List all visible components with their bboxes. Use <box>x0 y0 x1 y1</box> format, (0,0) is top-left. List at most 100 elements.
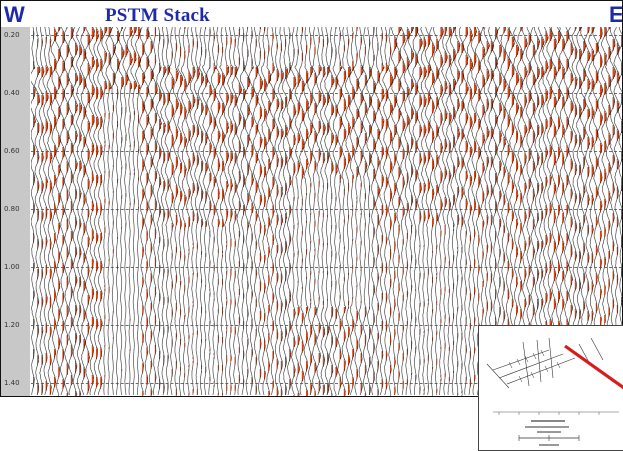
trace-wiggle <box>395 27 402 396</box>
trace-wiggle <box>277 27 284 396</box>
trace-fill <box>293 49 297 396</box>
trace-fill <box>159 33 162 389</box>
survey-line <box>506 357 576 385</box>
trace-fill <box>247 27 251 377</box>
trace-fill <box>314 47 317 396</box>
trace-wiggle <box>168 27 175 396</box>
trace-fill <box>318 37 322 393</box>
trace-wiggle <box>332 27 339 396</box>
time-tick: 0.80 <box>4 205 20 213</box>
trace-fill <box>448 27 452 381</box>
trace-wiggle <box>101 27 108 396</box>
trace-wiggle <box>445 27 452 396</box>
trace-fill <box>289 33 292 389</box>
trace-wiggle <box>315 27 322 396</box>
time-axis-strip: 0.20 0.40 0.60 0.80 1.00 1.20 1.40 <box>1 27 30 396</box>
time-gridline <box>31 93 622 94</box>
west-direction-label: W <box>4 2 25 27</box>
trace-fill <box>427 35 431 389</box>
trace-fill <box>360 37 364 393</box>
trace-fill <box>188 45 192 396</box>
trace-wiggle <box>189 27 196 396</box>
trace-wiggle <box>462 27 469 396</box>
trace-wiggle <box>336 27 343 396</box>
trace-wiggle <box>391 27 398 396</box>
time-tick: 1.40 <box>4 379 20 387</box>
trace-wiggle <box>256 27 264 396</box>
trace-wiggle <box>349 27 356 396</box>
trace-wiggle <box>458 27 465 396</box>
trace-fill <box>129 27 133 351</box>
trace-fill <box>490 41 494 396</box>
trace-wiggle <box>320 27 326 396</box>
section-title: PSTM Stack <box>105 5 210 26</box>
trace-wiggle <box>214 27 221 395</box>
trace-fill <box>171 51 175 377</box>
trace-wiggle <box>324 27 330 396</box>
trace-fill <box>150 41 154 396</box>
map-axis-caption-blur <box>531 420 565 422</box>
trace-wiggle <box>164 27 171 396</box>
trace-wiggle <box>341 27 347 396</box>
profile-line <box>564 344 623 390</box>
trace-wiggle <box>227 27 234 396</box>
map-scale-caption-blur <box>537 431 561 433</box>
trace-wiggle <box>470 27 477 396</box>
trace-fill <box>339 33 343 389</box>
trace-fill <box>595 43 599 396</box>
trace-fill <box>280 43 284 396</box>
time-gridline <box>31 383 622 384</box>
trace-wiggle <box>219 27 226 396</box>
trace-wiggle <box>34 27 41 396</box>
trace-wiggle <box>450 27 457 396</box>
trace-wiggle <box>134 27 142 396</box>
trace-wiggle <box>122 27 129 396</box>
trace-wiggle <box>361 27 368 396</box>
trace-fill <box>180 47 183 396</box>
trace-wiggle <box>172 27 179 396</box>
trace-fill <box>390 47 394 396</box>
trace-wiggle <box>269 27 276 396</box>
trace-fill <box>461 43 465 396</box>
trace-wiggle <box>357 27 364 396</box>
time-tick: 0.40 <box>4 89 20 97</box>
trace-wiggle <box>50 27 58 396</box>
trace-wiggle <box>403 27 411 395</box>
trace-wiggle <box>177 27 184 396</box>
trace-wiggle <box>273 27 280 396</box>
trace-wiggle <box>156 27 163 396</box>
trace-wiggle <box>231 27 238 396</box>
trace-fill <box>297 49 301 396</box>
trace-wiggle <box>474 27 481 396</box>
trace-wiggle <box>290 27 297 396</box>
trace-wiggle <box>223 27 230 396</box>
trace-wiggle <box>294 27 302 396</box>
trace-wiggle <box>239 27 246 396</box>
trace-fill <box>205 27 208 373</box>
trace-wiggle <box>382 27 389 396</box>
trace-wiggle <box>370 27 377 396</box>
trace-wiggle <box>252 27 259 396</box>
seismic-section-panel: 0.20 0.40 0.60 0.80 1.00 1.20 1.40 W PST… <box>0 0 623 397</box>
survey-line <box>536 339 542 383</box>
trace-wiggle <box>420 27 428 396</box>
trace-wiggle <box>130 27 138 396</box>
time-gridline <box>31 325 622 326</box>
trace-fill <box>364 47 368 396</box>
survey-line <box>522 341 530 387</box>
trace-fill <box>322 39 326 395</box>
trace-wiggle <box>407 27 415 396</box>
trace-wiggle <box>88 27 95 396</box>
trace-fill <box>108 27 112 349</box>
trace-fill <box>516 45 519 396</box>
trace-wiggle <box>454 27 461 396</box>
base-map-inset <box>478 325 623 451</box>
trace-wiggle <box>96 27 104 396</box>
trace-wiggle <box>374 27 381 396</box>
map-x-axis-ticks <box>498 412 600 415</box>
time-gridline <box>31 267 622 268</box>
trace-wiggle <box>31 27 37 396</box>
trace-fill <box>96 29 99 387</box>
trace-wiggle <box>139 27 146 396</box>
trace-wiggle <box>466 27 474 396</box>
